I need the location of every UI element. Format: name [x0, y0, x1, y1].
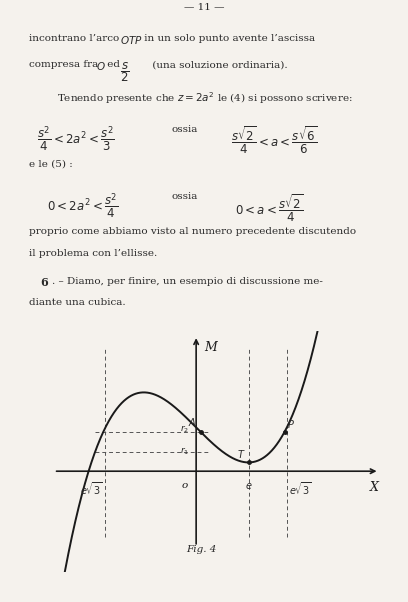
Text: $O$: $O$: [96, 60, 106, 72]
Text: $e$: $e$: [245, 481, 252, 491]
Text: X: X: [370, 481, 379, 494]
Text: ossia: ossia: [171, 192, 198, 201]
Text: $OTP$: $OTP$: [120, 34, 143, 46]
Text: $\dfrac{s}{2}$: $\dfrac{s}{2}$: [120, 60, 130, 84]
Text: $\dfrac{s^2}{4} < 2a^2 < \dfrac{s^2}{3}$: $\dfrac{s^2}{4} < 2a^2 < \dfrac{s^2}{3}$: [37, 125, 114, 154]
Text: $e\sqrt{3}$: $e\sqrt{3}$: [80, 481, 103, 497]
Text: $P$: $P$: [287, 418, 295, 430]
Text: $\dfrac{s\sqrt{2}}{4} < a < \dfrac{s\sqrt{6}}{6}$: $\dfrac{s\sqrt{2}}{4} < a < \dfrac{s\sqr…: [231, 125, 317, 156]
Text: ossia: ossia: [171, 125, 198, 134]
Text: compresa fra: compresa fra: [29, 60, 101, 69]
Text: $T$: $T$: [237, 448, 246, 461]
Text: $0 < a < \dfrac{s\sqrt{2}}{4}$: $0 < a < \dfrac{s\sqrt{2}}{4}$: [235, 192, 304, 223]
Text: o: o: [182, 481, 188, 490]
Text: Tenendo presente che $z = 2a^2$ le (4) si possono scrivere:: Tenendo presente che $z = 2a^2$ le (4) s…: [57, 90, 353, 106]
Text: $A$: $A$: [188, 417, 196, 428]
Text: M: M: [204, 341, 217, 354]
Text: in un solo punto avente l’ascissa: in un solo punto avente l’ascissa: [141, 34, 315, 43]
Text: $0 < 2a^2 < \dfrac{s^2}{4}$: $0 < 2a^2 < \dfrac{s^2}{4}$: [47, 192, 118, 222]
Text: Fig. 4: Fig. 4: [186, 545, 217, 554]
Text: $r_1$: $r_1$: [180, 445, 189, 458]
Text: $e\sqrt{3}$: $e\sqrt{3}$: [289, 481, 312, 497]
Text: diante una cubica.: diante una cubica.: [29, 298, 125, 307]
Text: — 11 —: — 11 —: [184, 4, 224, 13]
Text: e le (5) :: e le (5) :: [29, 159, 72, 168]
Text: proprio come abbiamo visto al numero precedente discutendo: proprio come abbiamo visto al numero pre…: [29, 227, 356, 236]
Text: ed: ed: [104, 60, 123, 69]
Text: incontrano l’arco: incontrano l’arco: [29, 34, 122, 43]
Text: (una soluzione ordinaria).: (una soluzione ordinaria).: [149, 60, 288, 69]
Text: 6: 6: [40, 278, 48, 288]
Text: $r_2$: $r_2$: [180, 424, 189, 435]
Text: . – Diamo, per finire, un esempio di discussione me-: . – Diamo, per finire, un esempio di dis…: [52, 278, 323, 287]
Text: il problema con l’ellisse.: il problema con l’ellisse.: [29, 249, 157, 258]
